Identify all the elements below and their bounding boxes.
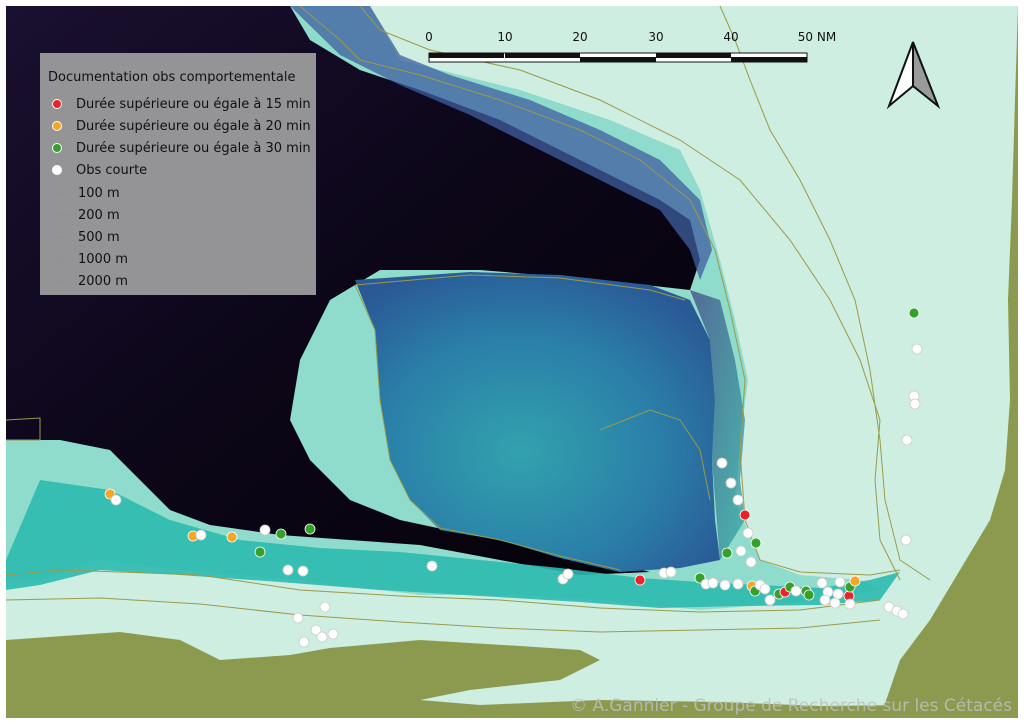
obs-marker-obs-courte — [844, 598, 856, 610]
obs-marker-obs-courte — [735, 545, 747, 557]
obs-marker-20min — [226, 531, 238, 543]
obs-marker-obs-courte — [742, 527, 754, 539]
obs-marker-30min — [304, 523, 316, 535]
legend-label: Durée supérieure ou égale à 30 min — [76, 140, 311, 156]
obs-marker-obs-courte — [816, 577, 828, 589]
isobath-contours — [5, 5, 901, 633]
obs-marker-obs-courte — [319, 601, 331, 613]
map-legend: Documentation obs comportementale Durée … — [40, 53, 316, 295]
land-east — [880, 6, 1018, 718]
red-dot-icon — [52, 99, 62, 109]
obs-marker-obs-courte — [292, 612, 304, 624]
legend-isobath-500: 500 m — [52, 228, 120, 246]
obs-marker-obs-courte — [725, 477, 737, 489]
scale-label-20: 20 — [572, 30, 588, 44]
scale-label-10: 10 — [497, 30, 513, 44]
obs-marker-obs-courte — [909, 398, 921, 410]
obs-marker-obs-courte — [745, 556, 757, 568]
north-arrow-icon — [886, 41, 941, 110]
obs-marker-obs-courte — [900, 534, 912, 546]
obs-marker-obs-courte — [310, 624, 322, 636]
white-dot-icon — [52, 165, 62, 175]
obs-marker-obs-courte — [719, 579, 731, 591]
legend-isobath-100: 100 m — [52, 184, 120, 202]
east-coastline — [719, 5, 931, 581]
obs-marker-obs-courte — [716, 457, 728, 469]
legend-label: Durée supérieure ou égale à 15 min — [76, 96, 311, 112]
obs-marker-obs-courte — [911, 343, 923, 355]
scale-label-50: 50 NM — [797, 30, 837, 44]
obs-marker-obs-courte — [832, 588, 844, 600]
obs-marker-obs-courte — [764, 594, 776, 606]
obs-marker-obs-courte — [298, 636, 310, 648]
obs-marker-30min — [275, 528, 287, 540]
legend-label: Durée supérieure ou égale à 20 min — [76, 118, 311, 134]
obs-marker-obs-courte — [834, 576, 846, 588]
obs-marker-obs-courte — [790, 585, 802, 597]
legend-label: 2000 m — [78, 273, 128, 289]
legend-item-15min: Durée supérieure ou égale à 15 min — [52, 95, 311, 113]
legend-isobath-2000: 2000 m — [52, 272, 128, 290]
isobath-line-icon — [52, 258, 70, 260]
orange-dot-icon — [52, 121, 62, 131]
legend-label: 100 m — [78, 185, 120, 201]
isobath-line-icon — [52, 214, 70, 216]
obs-marker-20min — [849, 575, 861, 587]
obs-marker-obs-courte — [110, 494, 122, 506]
legend-item-obs-courte: Obs courte — [52, 161, 147, 179]
obs-marker-obs-courte — [562, 568, 574, 580]
obs-marker-obs-courte — [282, 564, 294, 576]
obs-marker-obs-courte — [426, 560, 438, 572]
obs-marker-obs-courte — [327, 628, 339, 640]
obs-marker-30min — [908, 307, 920, 319]
legend-isobath-1000: 1000 m — [52, 250, 128, 268]
obs-marker-30min — [721, 547, 733, 559]
obs-marker-obs-courte — [732, 494, 744, 506]
obs-marker-obs-courte — [707, 577, 719, 589]
obs-marker-30min — [803, 589, 815, 601]
obs-marker-obs-courte — [665, 566, 677, 578]
obs-marker-obs-courte — [195, 529, 207, 541]
scale-label-30: 30 — [648, 30, 664, 44]
southern-slope — [6, 480, 900, 608]
legend-item-30min: Durée supérieure ou égale à 30 min — [52, 139, 311, 157]
obs-marker-obs-courte — [897, 608, 909, 620]
isobath-line-icon — [52, 192, 70, 194]
northern-slope — [290, 6, 712, 280]
obs-marker-15min — [739, 509, 751, 521]
obs-marker-obs-courte — [759, 583, 771, 595]
scale-bar — [428, 52, 808, 63]
obs-marker-obs-courte — [732, 578, 744, 590]
green-dot-icon — [52, 143, 62, 153]
legend-label: 500 m — [78, 229, 120, 245]
obs-marker-30min — [750, 537, 762, 549]
scale-label-40: 40 — [723, 30, 739, 44]
legend-isobath-200: 200 m — [52, 206, 120, 224]
obs-marker-obs-courte — [819, 594, 831, 606]
scale-label-0: 0 — [425, 30, 433, 44]
central-plateau — [355, 272, 720, 572]
obs-marker-obs-courte — [259, 524, 271, 536]
obs-marker-obs-courte — [829, 597, 841, 609]
copyright-credit: © A.Gannier - Groupe de Recherche sur le… — [570, 696, 1012, 716]
obs-marker-15min — [634, 574, 646, 586]
obs-marker-obs-courte — [297, 565, 309, 577]
legend-item-20min: Durée supérieure ou égale à 20 min — [52, 117, 311, 135]
plateau-rim — [690, 290, 745, 560]
legend-label: Obs courte — [76, 162, 148, 178]
obs-marker-obs-courte — [316, 631, 328, 643]
legend-label: 1000 m — [78, 251, 128, 267]
legend-title: Documentation obs comportementale — [48, 70, 296, 85]
obs-marker-30min — [254, 546, 266, 558]
land-south — [6, 632, 1018, 718]
obs-marker-obs-courte — [901, 434, 913, 446]
isobath-line-icon — [52, 236, 70, 238]
isobath-line-icon — [52, 280, 70, 282]
legend-label: 200 m — [78, 207, 120, 223]
